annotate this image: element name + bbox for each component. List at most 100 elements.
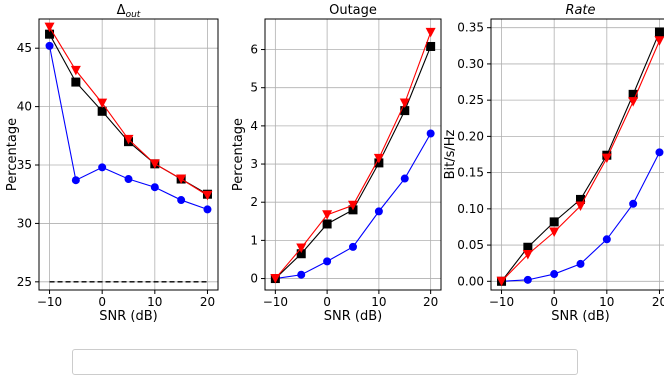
y-tick-label: 0 xyxy=(250,272,258,286)
data-point xyxy=(575,201,586,211)
y-axis-label: Bit/s/Hz xyxy=(443,129,458,179)
y-tick-label: 4 xyxy=(250,119,258,133)
x-tick-label: −10 xyxy=(263,295,288,309)
y-tick-label: 0.35 xyxy=(457,21,484,35)
data-point xyxy=(349,242,357,251)
data-point xyxy=(601,153,612,164)
data-point xyxy=(523,275,532,284)
x-tick-label: −10 xyxy=(37,295,62,309)
data-point xyxy=(44,22,55,33)
chart-title: Δout xyxy=(117,3,141,20)
data-point xyxy=(496,276,507,287)
x-tick-label: 0 xyxy=(550,295,558,309)
y-tick-label: 2 xyxy=(250,195,258,209)
data-point xyxy=(550,270,559,279)
data-point xyxy=(373,153,384,164)
data-point xyxy=(149,159,160,169)
chart-title: Outage xyxy=(329,3,377,18)
x-tick-label: 20 xyxy=(200,295,215,309)
series-line xyxy=(49,33,208,195)
data-point xyxy=(202,190,213,201)
x-tick-label: 20 xyxy=(423,295,438,309)
data-point xyxy=(124,175,133,184)
data-point xyxy=(270,274,281,284)
data-point xyxy=(71,176,80,185)
axes-frame xyxy=(38,18,219,291)
axes-frame xyxy=(490,18,664,291)
x-tick-label: 10 xyxy=(147,295,162,309)
data-point xyxy=(322,219,332,229)
data-point xyxy=(655,148,664,157)
y-tick-label: 0.00 xyxy=(457,274,484,288)
data-point xyxy=(399,98,410,108)
data-point xyxy=(150,183,159,192)
y-tick-label: 0.30 xyxy=(457,57,484,71)
data-point xyxy=(400,174,409,183)
axes-frame xyxy=(264,18,442,291)
data-point xyxy=(576,259,585,268)
data-point xyxy=(654,36,664,46)
x-tick-label: 20 xyxy=(652,295,664,309)
data-point xyxy=(203,205,212,214)
data-point xyxy=(576,194,585,204)
data-point xyxy=(176,174,187,185)
y-tick-label: 25 xyxy=(17,275,32,289)
data-point xyxy=(549,227,560,238)
data-point xyxy=(322,210,333,220)
data-point xyxy=(70,65,81,76)
title-main: Δ xyxy=(117,3,126,18)
x-tick-label: 0 xyxy=(323,295,331,309)
data-point xyxy=(123,134,134,145)
y-tick-label: 0.25 xyxy=(457,93,484,107)
data-point xyxy=(629,199,638,208)
data-point xyxy=(348,200,358,211)
x-tick-label: 10 xyxy=(599,295,614,309)
data-point xyxy=(628,97,639,107)
y-tick-label: 0.10 xyxy=(457,202,484,216)
x-tick-label: −10 xyxy=(489,295,514,309)
data-point xyxy=(45,29,55,39)
x-tick-label: 10 xyxy=(371,295,386,309)
data-point xyxy=(296,243,307,254)
panel-rate: −10 0 10 20 0.00 0.05 0.10 0.15 0.20 0.25 0.30 0.35… xyxy=(443,3,664,324)
y-axis-label: Percentage xyxy=(5,118,20,191)
data-point xyxy=(426,129,435,138)
y-tick-label: 0.15 xyxy=(457,166,484,180)
y-tick-label: 5 xyxy=(250,81,258,95)
x-axis-label: SNR (dB) xyxy=(99,309,157,324)
y-tick-label: 3 xyxy=(250,157,258,171)
data-point xyxy=(522,249,533,260)
data-point xyxy=(97,98,108,109)
series-line xyxy=(49,26,208,196)
data-point xyxy=(654,27,664,37)
data-point xyxy=(71,77,81,87)
data-point xyxy=(98,163,107,172)
data-point xyxy=(45,41,54,50)
series-line xyxy=(48,45,208,210)
y-tick-label: 40 xyxy=(17,100,32,114)
y-tick-label: 35 xyxy=(17,158,32,172)
panel-outage: −10 0 10 20 0 1 2 3 4 5 6 SNR (dB) Percentage Outage xyxy=(231,3,442,324)
data-point xyxy=(425,27,436,38)
x-tick-label: 0 xyxy=(98,295,106,309)
data-point xyxy=(177,196,186,205)
legend xyxy=(72,349,578,375)
data-point xyxy=(549,217,559,227)
data-point xyxy=(602,235,611,244)
data-point xyxy=(628,89,638,99)
data-point xyxy=(296,249,306,259)
y-tick-label: 1 xyxy=(250,233,258,247)
y-axis-label: Percentage xyxy=(231,118,246,191)
y-tick-label: 45 xyxy=(17,41,32,55)
data-point xyxy=(400,106,410,116)
y-tick-label: 0.20 xyxy=(457,129,484,143)
data-point xyxy=(97,106,107,116)
panel-delta-out: −10 0 10 20 25 30 35 40 45 SNR (dB) Percentage Δout xyxy=(5,3,219,324)
y-tick-label: 6 xyxy=(250,43,258,57)
data-point xyxy=(523,242,533,252)
chart-title: Rate xyxy=(565,3,595,18)
data-point xyxy=(426,41,436,51)
series-line xyxy=(274,32,432,279)
data-point xyxy=(297,270,306,279)
